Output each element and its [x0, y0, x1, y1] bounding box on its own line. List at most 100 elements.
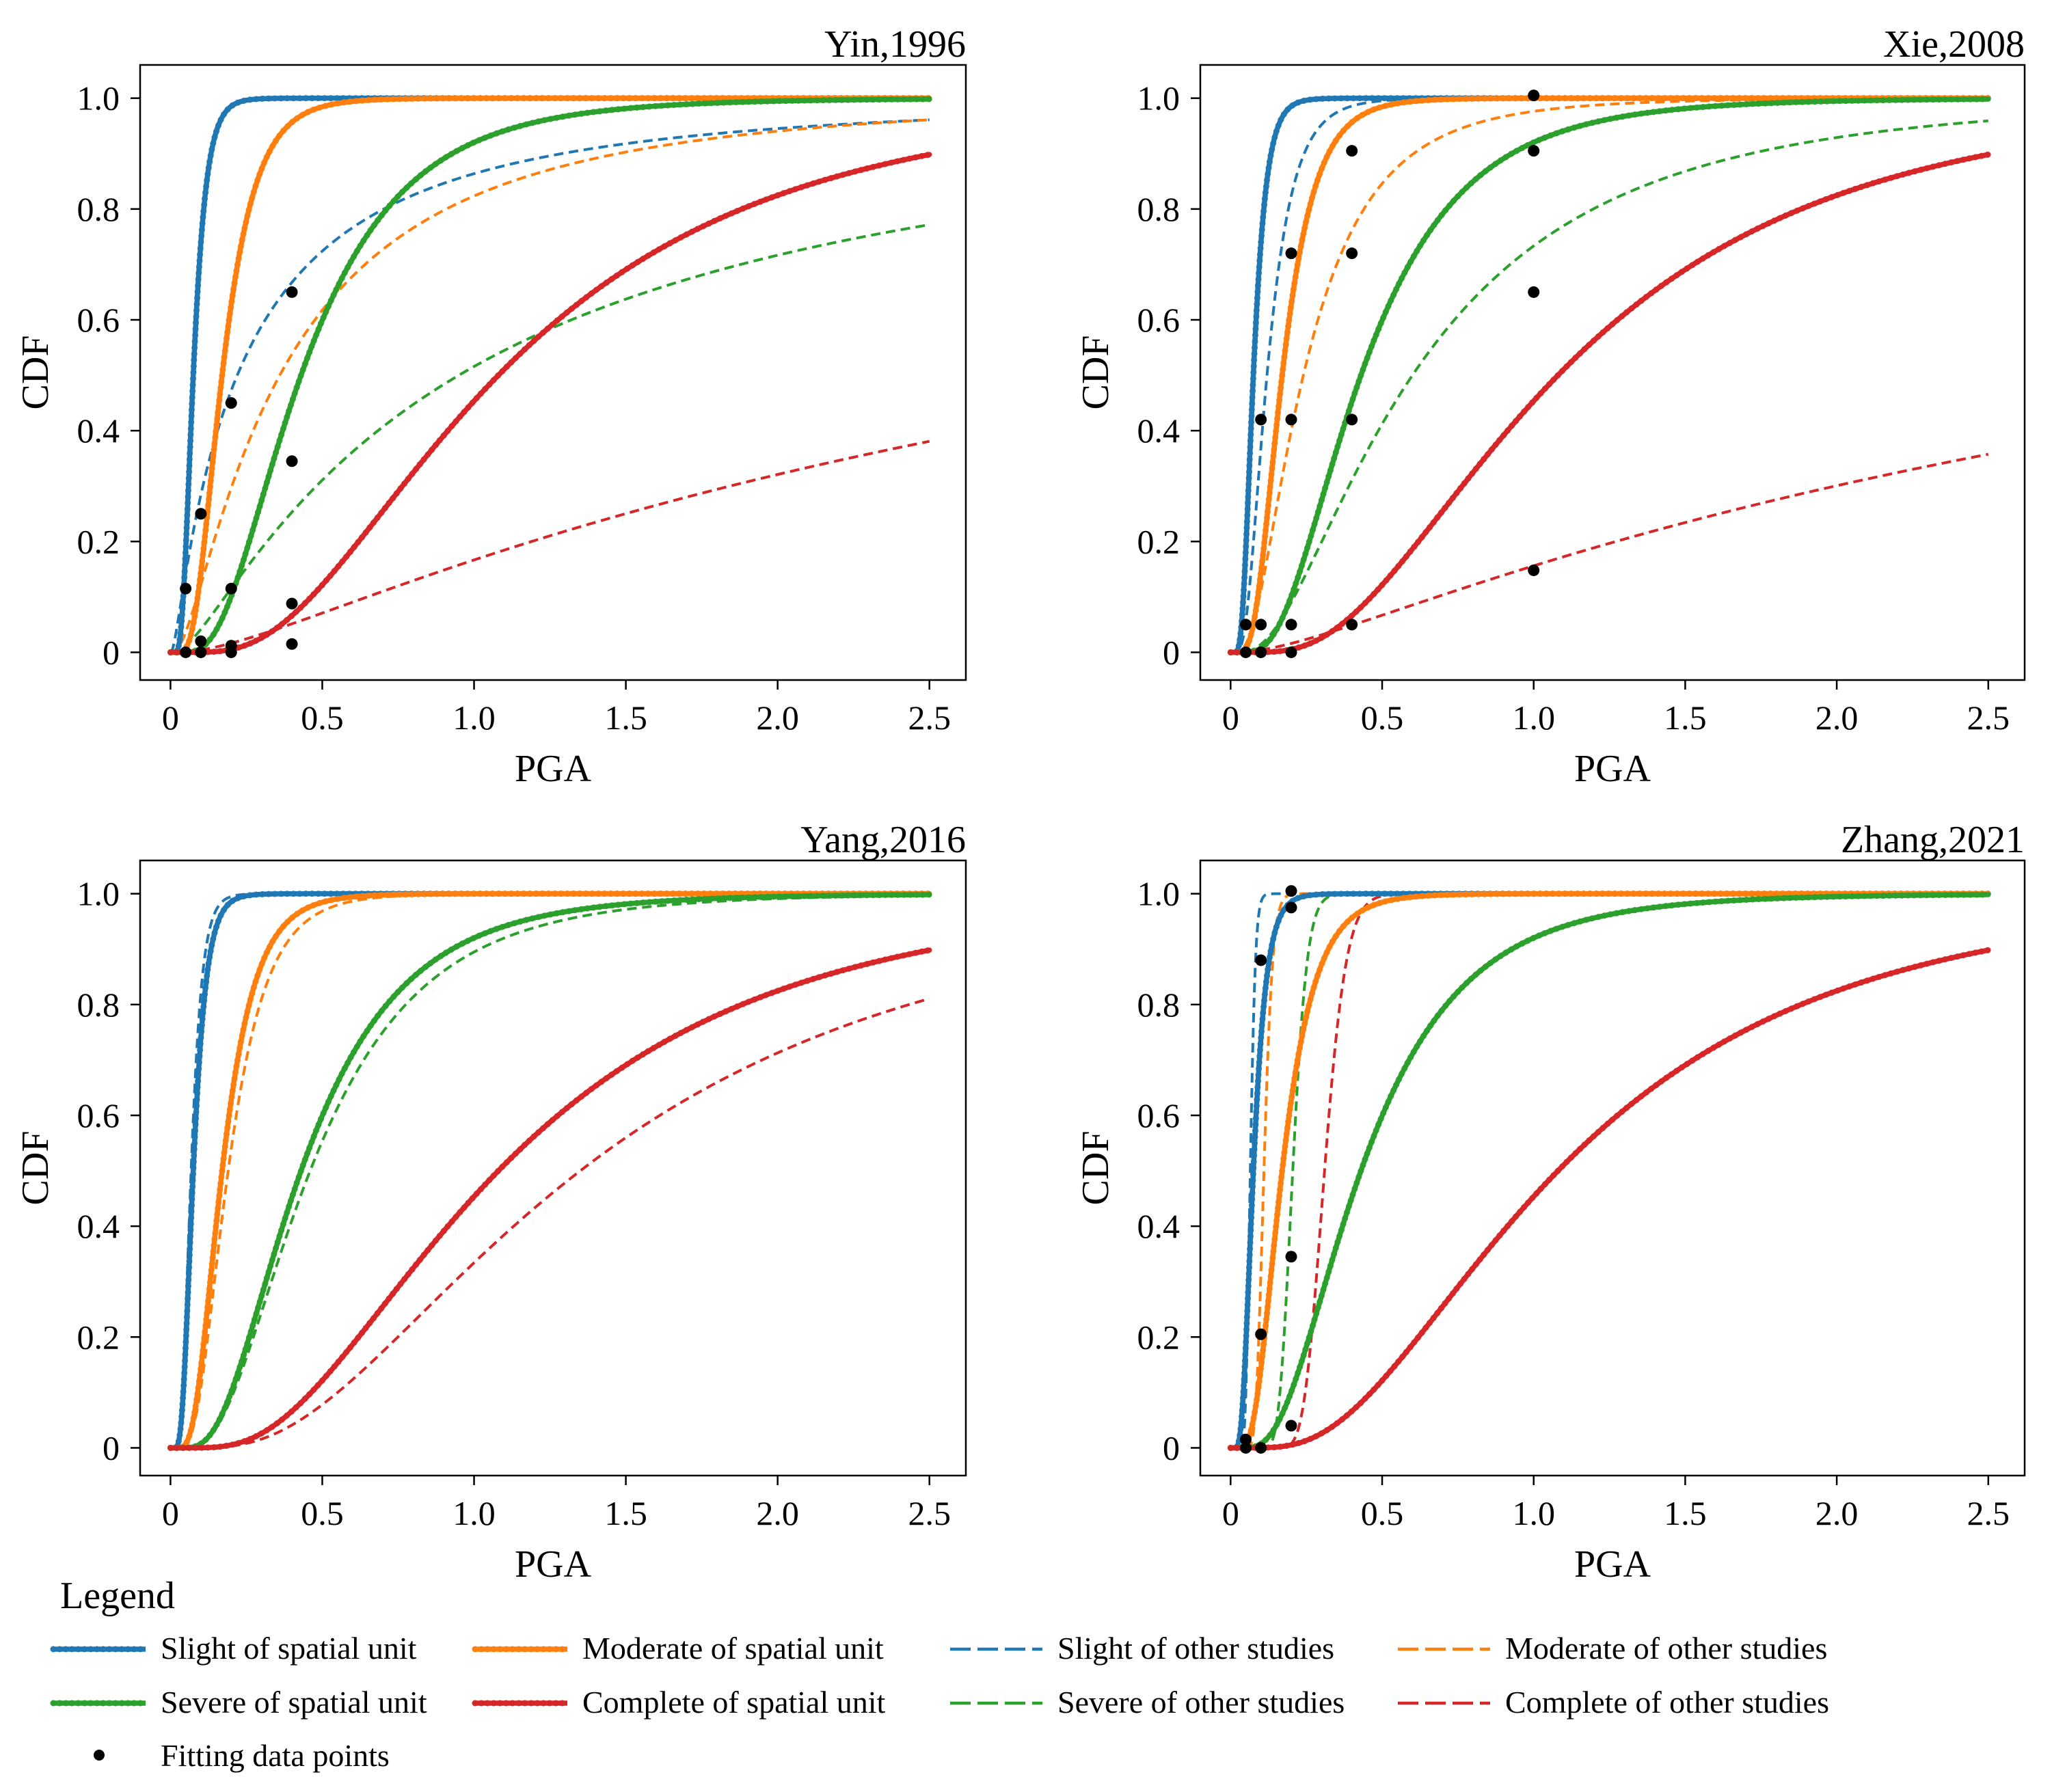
moderate-of-other-studiescurve	[170, 118, 930, 654]
fitting-data-point	[180, 582, 192, 595]
x-tick-label: 1.0	[453, 1494, 496, 1532]
complete-of-spatial-unitcurve-markers	[167, 151, 933, 655]
legend-item-moderate-unit: Moderate of spatial unit	[472, 1631, 884, 1666]
plot-frame	[1199, 859, 2026, 1477]
x-tick-label: 0	[1222, 698, 1239, 737]
fitting-data-point	[1285, 885, 1297, 897]
x-tick-label: 0	[162, 1494, 179, 1532]
legend-item-slight-other: Slight of other studies	[950, 1631, 1334, 1666]
x-tick-label: 1.5	[1664, 1494, 1707, 1532]
x-tick-label: 2.5	[1967, 1494, 2010, 1532]
curves	[1227, 95, 1992, 655]
complete-of-spatial-unitcurve	[167, 152, 932, 655]
fitting-data-point	[286, 455, 298, 467]
severe-of-other-studiescurve	[170, 894, 930, 1450]
legend-label: Complete of spatial unit	[582, 1685, 886, 1720]
x-tick-label: 1.5	[604, 698, 647, 737]
subplot-4: 0 0.5 1.0 1.5 2.0 2.5 0 0.2 0.4 0.6 0.8 1.0 PGA CDF Zh…	[1075, 819, 2026, 1586]
subplot-title: Yin,1996	[824, 23, 966, 66]
legend-item-severe-other: Severe of other studies	[950, 1685, 1345, 1720]
x-tick-label: 2.0	[756, 698, 799, 737]
slight-of-other-studiescurve	[170, 118, 930, 654]
x-tick-label: 0.5	[301, 1494, 344, 1532]
fitting-data-point	[1285, 1251, 1297, 1263]
fitting-data-point	[1346, 619, 1358, 631]
complete-of-other-studiescurve	[1230, 892, 1988, 1450]
y-axis-label: CDF	[14, 1131, 57, 1206]
fitting-data-point	[1255, 1441, 1267, 1454]
legend-label: Slight of spatial unit	[161, 1631, 417, 1666]
complete-of-spatial-unitcurve-markers	[167, 947, 933, 1451]
legend-item-fit-points: Fitting data points	[94, 1738, 390, 1773]
severe-of-spatial-unitcurve-markers	[167, 96, 933, 655]
severe-of-spatial-unitcurve-markers	[1227, 96, 1992, 655]
fitting-data-point	[1240, 1433, 1252, 1445]
curves	[167, 95, 933, 655]
legend: Legend Slight of spatial unit Moderate of…	[50, 1575, 1829, 1773]
legend-label: Moderate of spatial unit	[582, 1631, 884, 1666]
fitting-data-point	[1285, 901, 1297, 914]
complete-of-spatial-unitcurve-markers	[1227, 947, 1992, 1451]
fitting-data-point	[1528, 564, 1540, 576]
y-tick-label: 0.8	[77, 986, 120, 1024]
y-tick-label: 0	[1163, 1428, 1180, 1467]
plot-frame	[139, 859, 967, 1477]
x-axis-label: PGA	[1574, 1543, 1651, 1586]
fitting-data-point	[225, 397, 237, 409]
fitting-data-point	[1255, 954, 1267, 966]
legend-item-complete-unit: Complete of spatial unit	[472, 1685, 886, 1720]
severe-of-other-studiescurve	[170, 223, 930, 654]
x-tick-label: 0.5	[301, 698, 344, 737]
fitting-data-point	[225, 646, 237, 658]
x-tick-label: 2.5	[908, 698, 951, 737]
x-tick-label: 2.5	[908, 1494, 951, 1532]
y-tick-label: 0.6	[77, 1096, 120, 1135]
y-axis-label: CDF	[14, 336, 57, 410]
y-tick-label: 0.2	[1137, 1318, 1180, 1356]
y-tick-label: 0.6	[1137, 1096, 1180, 1135]
x-tick-label: 1.5	[1664, 698, 1707, 737]
subplot-2: 0 0.5 1.0 1.5 2.0 2.5 0 0.2 0.4 0.6 0.8 1.0 PGA CDF Xi…	[1075, 23, 2026, 790]
y-tick-label: 0	[1163, 633, 1180, 671]
y-tick-label: 0.8	[77, 190, 120, 228]
fitting-data-point	[195, 635, 207, 647]
fitting-data-point	[1528, 90, 1540, 102]
x-tick-label: 2.0	[756, 1494, 799, 1532]
fitting-data-point	[225, 582, 237, 595]
complete-of-spatial-unitcurve	[1228, 947, 1991, 1451]
y-tick-label: 1.0	[1137, 875, 1180, 913]
x-tick-label: 1.5	[604, 1494, 647, 1532]
legend-label: Severe of spatial unit	[161, 1685, 427, 1720]
plot-frame	[1199, 64, 2026, 681]
legend-label: Moderate of other studies	[1505, 1631, 1827, 1666]
legend-items: Slight of spatial unit Moderate of spatia…	[50, 1631, 1829, 1773]
legend-title: Legend	[60, 1575, 175, 1617]
fitting-data-point	[180, 646, 192, 658]
y-tick-label: 1.0	[77, 875, 120, 913]
y-tick-label: 0.4	[77, 411, 120, 450]
y-tick-label: 0.4	[77, 1207, 120, 1245]
severe-of-other-studiescurve	[1230, 119, 1988, 654]
fitting-data-point	[1240, 1441, 1252, 1454]
x-tick-label: 1.0	[1512, 1494, 1555, 1532]
x-tick-label: 1.0	[453, 698, 496, 737]
y-tick-label: 0	[103, 1428, 120, 1467]
x-tick-label: 2.0	[1815, 698, 1859, 737]
legend-item-severe-unit: Severe of spatial unit	[50, 1685, 427, 1720]
y-tick-label: 0.8	[1137, 986, 1180, 1024]
fitting-data-point	[1255, 646, 1267, 658]
y-tick-label: 1.0	[1137, 79, 1180, 118]
fitting-data-point	[1346, 247, 1358, 260]
fitting-data-point	[286, 638, 298, 650]
subplot-title: Xie,2008	[1883, 23, 2025, 66]
x-axis-label: PGA	[1574, 748, 1651, 790]
fitting-data-point	[1285, 619, 1297, 631]
x-tick-label: 1.0	[1512, 698, 1555, 737]
subplot-title: Yang,2016	[800, 819, 966, 861]
legend-label: Severe of other studies	[1057, 1685, 1345, 1720]
fitting-data-point	[1285, 413, 1297, 426]
x-tick-label: 0	[162, 698, 179, 737]
fitting-data-point	[286, 597, 298, 610]
y-tick-label: 0.6	[1137, 301, 1180, 339]
